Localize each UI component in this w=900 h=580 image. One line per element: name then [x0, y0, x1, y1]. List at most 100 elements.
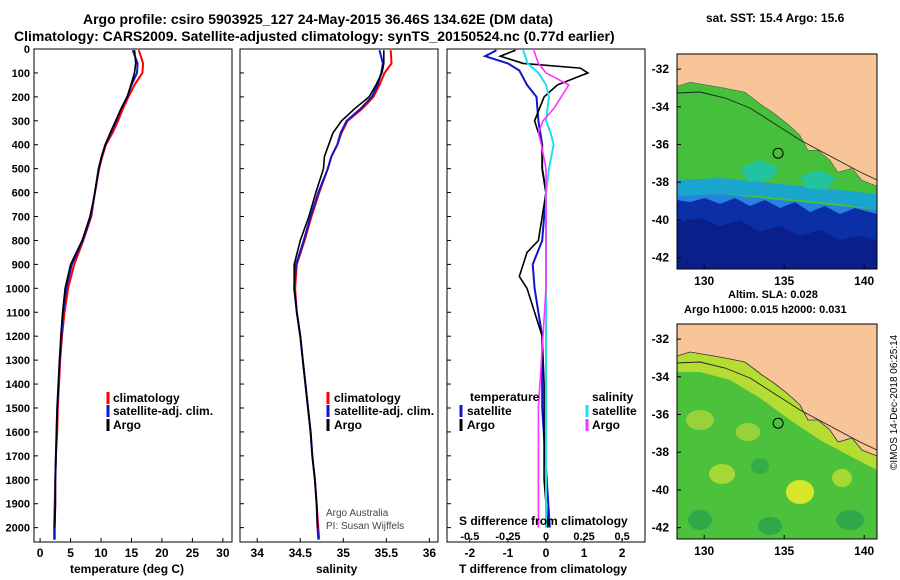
- legend-label-t-argo: Argo: [467, 418, 495, 432]
- x-tick-label: 0: [37, 546, 44, 560]
- sst-isobath: [677, 91, 877, 181]
- legend-label-argo: Argo: [113, 418, 141, 432]
- series-line-argo: [53, 50, 137, 528]
- series-line-salinity-satellite: [522, 49, 555, 528]
- sla-map: 130 135 140 -32 -34 -36 -38 -40 -42: [652, 323, 878, 558]
- map-y-tick-label: -32: [652, 62, 670, 76]
- legend-label-satellite-adj: satellite-adj. clim.: [113, 404, 213, 418]
- y-tick-label: 100: [12, 68, 30, 80]
- x-tick-label: 1: [581, 546, 588, 560]
- sla-isobath: [677, 361, 877, 451]
- x-tick-label: 20: [155, 546, 169, 560]
- sla-map-title-line1: Altim. SLA: 0.028: [728, 289, 818, 301]
- series-line-satellite-adj-clim-: [293, 49, 384, 540]
- x-tick-label: 30: [216, 546, 230, 560]
- y-tick-label: 1900: [6, 499, 30, 511]
- x-tick-label: -1: [503, 546, 514, 560]
- y-tick-label: 800: [12, 235, 30, 247]
- y-tick-label: 1000: [6, 283, 30, 295]
- salinity-frame: [239, 48, 439, 543]
- series-line-climatology: [294, 50, 393, 540]
- x-tick-label: 0: [543, 546, 550, 560]
- sst-map: 130 135 140 -32 -34 -36 -38 -40 -42: [652, 53, 878, 288]
- temperature-legend: climatology satellite-adj. clim. Argo: [106, 391, 213, 432]
- y-tick-label: 1600: [6, 427, 30, 439]
- salinity-x-axis: 34 34.5 35 35.5 36: [251, 538, 437, 560]
- sst-map-title: sat. SST: 15.4 Argo: 15.6: [706, 11, 845, 25]
- y-tick-label: 1400: [6, 379, 30, 391]
- map-y-tick-label: -34: [652, 100, 670, 114]
- series-line-temperature-argo: [497, 49, 590, 528]
- argo-float-marker: [772, 147, 784, 159]
- legend-label-satellite-adj: satellite-adj. clim.: [334, 404, 434, 418]
- depth-axis: 0 100 200 300 400 500 600 700 800 900 1000 1100 1200…: [6, 44, 451, 535]
- x-tick-label: 35.5: [375, 546, 399, 560]
- salinity-legend: climatology satellite-adj. clim. Argo: [326, 391, 434, 432]
- map-y-tick-label: -32: [652, 332, 670, 346]
- top-tick-label: 0.25: [573, 531, 594, 543]
- map-x-tick-label: 130: [694, 544, 714, 558]
- salinity-xlabel: salinity: [316, 562, 358, 576]
- difference-panel: -2 -1 0 1 2 -0.5 -0.25 0 0.25 0.5 T difference f…: [446, 48, 646, 576]
- x-tick-label: 35: [337, 546, 351, 560]
- legend-temperature-title: temperature: [470, 390, 540, 404]
- temperature-panel: 0100200300400500600700800900100011001200…: [6, 44, 451, 576]
- legend-label-s-argo: Argo: [592, 418, 620, 432]
- y-tick-label: 900: [12, 259, 30, 271]
- sla-map-title-line2: Argo h1000: 0.015 h2000: 0.031: [684, 304, 847, 316]
- x-tick-label: 34.5: [289, 546, 313, 560]
- map-y-tick-label: -36: [652, 138, 670, 152]
- legend-salinity-title: salinity: [592, 390, 634, 404]
- temperature-series: [53, 49, 145, 540]
- series-line-climatology: [53, 49, 145, 540]
- y-tick-label: 2000: [6, 523, 30, 535]
- top-tick-label: -0.25: [495, 531, 520, 543]
- chart-title-line2: Climatology: CARS2009. Satellite-adjuste…: [14, 28, 615, 44]
- legend-label-climatology: climatology: [113, 391, 180, 405]
- x-tick-label: 34: [251, 546, 265, 560]
- y-tick-label: 1700: [6, 451, 30, 463]
- chart-title-line1: Argo profile: csiro 5903925_127 24-May-2…: [83, 11, 554, 27]
- s-difference-x-axis: -0.5 -0.25 0 0.25 0.5: [460, 531, 629, 543]
- y-tick-label: 500: [12, 164, 30, 176]
- legend-label-t-satellite: satellite: [467, 404, 512, 418]
- y-tick-label: 600: [12, 188, 30, 200]
- legend-label-climatology: climatology: [334, 391, 401, 405]
- map-y-tick-label: -34: [652, 370, 670, 384]
- sla-map-axes: 130 135 140 -32 -34 -36 -38 -40 -42: [652, 332, 875, 558]
- legend-label-s-satellite: satellite: [592, 404, 637, 418]
- x-tick-label: 5: [67, 546, 74, 560]
- y-tick-label: 700: [12, 212, 30, 224]
- x-tick-label: 10: [94, 546, 108, 560]
- map-y-tick-label: -40: [652, 483, 670, 497]
- map-y-tick-label: -38: [652, 175, 670, 189]
- sla-coastline: [677, 351, 877, 457]
- y-tick-label: 200: [12, 92, 30, 104]
- salinity-series: [293, 49, 393, 540]
- x-tick-label: 2: [619, 546, 626, 560]
- difference-series: [482, 49, 590, 528]
- map-y-tick-label: -38: [652, 445, 670, 459]
- y-tick-label: 300: [12, 116, 30, 128]
- map-y-tick-label: -42: [652, 251, 670, 265]
- temperature-xlabel: temperature (deg C): [70, 562, 184, 576]
- map-y-tick-label: -40: [652, 213, 670, 227]
- map-x-tick-label: 135: [774, 274, 794, 288]
- series-line-temperature-satellite: [482, 49, 551, 528]
- x-tick-label: 25: [186, 546, 200, 560]
- top-tick-label: 0: [543, 531, 549, 543]
- annotation-pi: PI: Susan Wijffels: [326, 521, 404, 532]
- s-difference-xlabel: S difference from climatology: [459, 514, 628, 528]
- map-x-tick-label: 135: [774, 544, 794, 558]
- annotation-argo-australia: Argo Australia: [326, 508, 389, 519]
- sst-map-axes: 130 135 140 -32 -34 -36 -38 -40 -42: [652, 62, 875, 288]
- x-tick-label: 36: [423, 546, 437, 560]
- map-x-tick-label: 140: [854, 544, 874, 558]
- temperature-x-axis: 0 5 10 15 20 25 30: [37, 538, 230, 560]
- y-tick-label: 400: [12, 140, 30, 152]
- y-tick-label: 1100: [6, 307, 30, 319]
- top-tick-label: 0.5: [615, 531, 630, 543]
- x-tick-label: -2: [465, 546, 476, 560]
- series-line-salinity-argo: [533, 49, 570, 528]
